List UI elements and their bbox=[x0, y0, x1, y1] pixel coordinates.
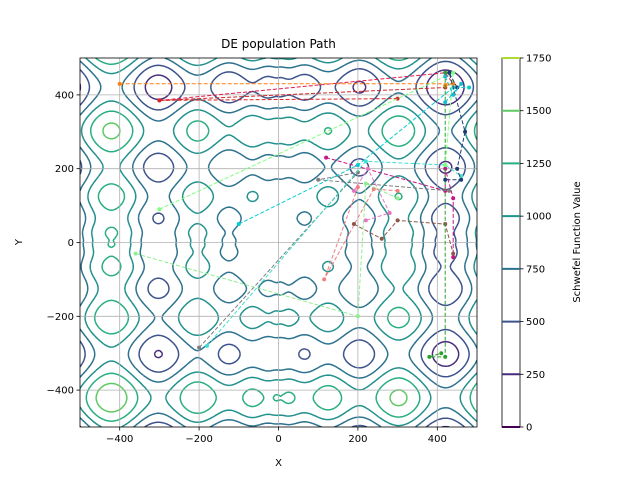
path-point bbox=[351, 188, 356, 193]
y-tick-label: 200 bbox=[55, 164, 74, 175]
path-line-12 bbox=[135, 182, 398, 317]
chart-title: DE population Path bbox=[221, 37, 336, 51]
path-point bbox=[463, 129, 468, 134]
path-point bbox=[395, 218, 400, 223]
path-point bbox=[365, 166, 370, 171]
path-line-1 bbox=[159, 87, 446, 101]
contour-level-1250 bbox=[85, 58, 477, 422]
path-point bbox=[316, 177, 321, 182]
x-tick-label: −400 bbox=[106, 434, 133, 445]
grid-lines bbox=[80, 58, 477, 427]
y-tick-label: 400 bbox=[55, 90, 74, 101]
colorbar-label: Schwefel Function Value bbox=[572, 181, 583, 302]
path-point bbox=[443, 166, 448, 171]
path-point bbox=[443, 74, 448, 79]
path-point bbox=[451, 251, 456, 256]
path-point bbox=[459, 81, 464, 86]
colorbar-tick-label: 1250 bbox=[526, 159, 551, 170]
colorbar-tick-label: 0 bbox=[526, 423, 532, 434]
path-line-11 bbox=[159, 71, 454, 210]
path-point bbox=[322, 277, 327, 282]
path-line-13 bbox=[445, 72, 466, 181]
contour-level-1500 bbox=[95, 122, 408, 413]
colorbar: 0 250 500 750 1000 1250 1500 1750 bbox=[501, 54, 551, 434]
path-point bbox=[395, 96, 400, 101]
path-line-4 bbox=[353, 167, 391, 221]
path-line-10 bbox=[206, 160, 462, 347]
path-line-9 bbox=[238, 87, 470, 225]
colorbar-tick-label: 1500 bbox=[526, 106, 551, 117]
colorbar-tick-label: 750 bbox=[526, 264, 545, 275]
path-point bbox=[157, 207, 162, 212]
x-tick-label: −200 bbox=[185, 434, 212, 445]
path-line-0 bbox=[159, 72, 454, 101]
population-paths bbox=[117, 70, 472, 359]
path-line-5 bbox=[323, 187, 398, 280]
path-point bbox=[443, 163, 448, 168]
path-point bbox=[117, 81, 122, 86]
x-tick-label: 400 bbox=[428, 434, 447, 445]
y-axis-label: Y bbox=[14, 238, 25, 246]
path-point bbox=[443, 354, 448, 359]
path-point bbox=[236, 222, 241, 227]
path-point bbox=[205, 343, 210, 348]
path-point bbox=[355, 185, 360, 190]
path-point bbox=[447, 188, 452, 193]
path-point bbox=[443, 177, 448, 182]
x-axis-label: X bbox=[275, 458, 282, 469]
contour-lines bbox=[80, 58, 477, 427]
path-line-8 bbox=[429, 72, 446, 358]
path-point bbox=[451, 70, 456, 75]
x-axis-ticks: −400 −200 0 200 400 bbox=[106, 427, 447, 445]
path-point bbox=[451, 255, 456, 260]
y-tick-label: −200 bbox=[47, 312, 74, 323]
path-point bbox=[387, 210, 392, 215]
path-point bbox=[439, 351, 444, 356]
path-point bbox=[427, 354, 432, 359]
path-point bbox=[451, 92, 456, 97]
y-tick-label: 0 bbox=[68, 238, 74, 249]
x-tick-label: 200 bbox=[348, 434, 367, 445]
path-point bbox=[363, 159, 368, 164]
path-point bbox=[443, 70, 448, 75]
path-point bbox=[447, 70, 452, 75]
y-axis-ticks: 400 200 0 −200 −400 bbox=[47, 90, 80, 397]
path-point bbox=[363, 181, 368, 186]
path-point bbox=[363, 218, 368, 223]
colorbar-tick-label: 500 bbox=[526, 317, 545, 328]
path-point bbox=[395, 196, 400, 201]
path-point bbox=[351, 222, 356, 227]
colorbar-tick-label: 250 bbox=[526, 370, 545, 381]
path-point bbox=[451, 196, 456, 201]
path-point bbox=[355, 314, 360, 319]
path-point bbox=[455, 166, 460, 171]
colorbar-tick-label: 1000 bbox=[526, 212, 551, 223]
path-point bbox=[459, 177, 464, 182]
path-point bbox=[459, 174, 464, 179]
path-point bbox=[133, 251, 138, 256]
path-point bbox=[379, 236, 384, 241]
path-point bbox=[197, 345, 202, 350]
path-point bbox=[395, 188, 400, 193]
contour-level-750 bbox=[80, 58, 477, 427]
colorbar-tick-label: 1750 bbox=[526, 54, 551, 65]
x-tick-label: 0 bbox=[275, 434, 281, 445]
path-point bbox=[467, 85, 472, 90]
path-point bbox=[443, 100, 448, 105]
path-line-7 bbox=[198, 171, 450, 349]
y-tick-label: −400 bbox=[47, 386, 74, 397]
path-point bbox=[324, 155, 329, 160]
path-point bbox=[157, 98, 162, 103]
contour-level-1000 bbox=[80, 58, 477, 427]
colorbar-frame bbox=[501, 57, 521, 428]
path-point bbox=[355, 163, 360, 168]
